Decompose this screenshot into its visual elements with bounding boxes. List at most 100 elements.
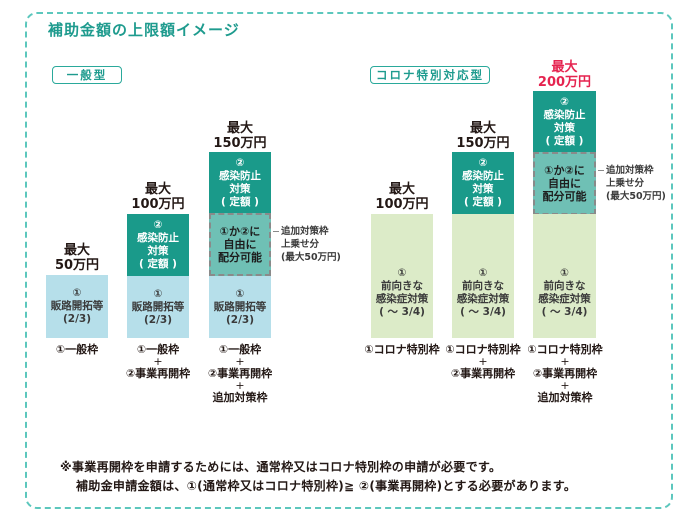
cap-amount: 100万円 [375,197,429,212]
plus-sign: + [153,355,163,368]
segment-line: 対策 [472,183,494,195]
segment-line: 前向きな [381,280,423,292]
corona-additional-note: 追加対策枠 上乗せ分 (最大50万円) [598,164,666,203]
note-line: 上乗せ分 [281,239,320,250]
segment-line: ( ～ 3/4) [541,306,588,318]
segment-line: ② [153,219,163,231]
segment-line: 対策 [229,182,251,195]
note-line: 追加対策枠 [606,165,654,176]
note-line: 追加対策枠 [281,226,329,237]
plus-sign: + [478,355,488,368]
note-line: (最大50万円) [606,191,666,202]
cap-amount: 100万円 [131,197,185,212]
plus-sign: + [235,355,245,368]
general-bar-1-base-segment: ① 販路開拓等 (2/3) [46,275,108,338]
segment-line: ② [478,157,488,169]
label-line: ①コロナ特別枠 [527,343,603,356]
segment-line: ① [478,267,488,279]
segment-line: ( ～ 3/4) [379,306,425,318]
corona-bar-2-label: ①コロナ特別枠 + ②事業再開枠 [433,343,533,380]
corona-bar-2-top-segment: ② 感染防止 対策 ( 定額 ) [452,152,514,214]
footnote-line-1: ※事業再開枠を申請するためには、通常枠又はコロナ特別枠の申請が必要です。 [60,460,502,474]
segment-line: ( 定額 ) [545,135,584,147]
cap-line: 最大 [226,121,253,136]
segment-line: 感染防止 [543,109,586,121]
segment-line: 感染症対策 [456,293,510,305]
segment-line: 配分可能 [218,251,262,264]
note-connector [273,231,279,232]
segment-line: 対策 [147,245,169,257]
segment-line: ( 定額 ) [139,258,177,270]
segment-line: 感染防止 [219,169,261,182]
segment-line: (2/3) [62,313,92,325]
general-bar-3-top-segment: ② 感染防止 対策 ( 定額 ) [209,152,271,213]
general-bar-2-base-segment: ① 販路開拓等 (2/3) [127,276,189,338]
label-line: ①一般枠 [136,343,180,356]
label-line: 追加対策枠 [537,391,593,404]
corona-bar-3-label: ①コロナ特別枠 + ②事業再開枠 + 追加対策枠 [515,343,615,404]
general-bar-3-cap: 最大 150万円 [209,121,271,151]
general-type-badge: 一般型 [52,66,122,84]
general-bar-2-label: ①一般枠 + ②事業再開枠 [112,343,204,380]
segment-line: 感染防止 [462,170,504,182]
general-bar-3-label: ①一般枠 + ②事業再開枠 + 追加対策枠 [194,343,286,404]
label-line: ②事業再開枠 [207,367,273,380]
cap-line: 最大 [469,121,496,136]
segment-line: 感染症対策 [375,293,429,305]
segment-line: 販路開拓等 [213,300,267,313]
corona-type-badge: コロナ特別対応型 [370,66,490,84]
label-line: ①一般枠 [55,343,99,356]
segment-line: ② [235,156,245,169]
note-connector [598,170,604,171]
cap-line: 最大 [388,182,415,197]
plus-sign: + [235,379,245,392]
segment-line: ①か②に [544,164,585,177]
segment-line: 自由に [223,238,257,251]
general-bar-2-top-segment: ② 感染防止 対策 ( 定額 ) [127,214,189,276]
corona-bar-1-base-segment: ① 前向きな 感染症対策 ( ～ 3/4) [371,214,433,338]
diagram-frame [25,12,673,509]
general-bar-1-label: ①一般枠 [36,343,118,356]
segment-line: 自由に [548,177,581,190]
corona-bar-1-label: ①コロナ特別枠 [352,343,452,356]
general-bar-2-cap: 最大 100万円 [127,182,189,212]
general-additional-note: 追加対策枠 上乗せ分 (最大50万円) [273,225,341,264]
segment-line: ② [560,96,569,108]
corona-bar-3-cap: 最大 200万円 [533,60,596,90]
diagram-title: 補助金額の上限額イメージ [48,21,240,39]
cap-amount: 150万円 [213,136,267,151]
segment-line: 販路開拓等 [131,300,185,313]
segment-line: ( ～ 3/4) [460,306,506,318]
cap-amount: 50万円 [54,258,100,273]
label-line: ①コロナ特別枠 [364,343,440,356]
segment-line: ① [397,267,407,279]
cap-amount: 150万円 [456,136,510,151]
plus-sign: + [560,379,570,392]
label-line: ②事業再開枠 [450,367,516,380]
corona-bar-3-base-segment: ① 前向きな 感染症対策 ( ～ 3/4) [533,214,596,338]
segment-line: ①か②に [219,225,261,238]
label-line: ①一般枠 [218,343,262,356]
note-line: (最大50万円) [281,252,341,263]
segment-line: 販路開拓等 [50,300,104,312]
label-line: ②事業再開枠 [532,367,598,380]
segment-line: ( 定額 ) [221,195,259,208]
cap-line: 最大 [144,182,171,197]
label-line: ②事業再開枠 [125,367,191,380]
corona-bar-3-top-segment: ② 感染防止 対策 ( 定額 ) [533,91,596,153]
cap-line: 最大 [551,60,578,75]
label-line: ①コロナ特別枠 [445,343,521,356]
segment-line: (2/3) [143,313,173,326]
note-line: 上乗せ分 [606,178,645,189]
segment-line: 前向きな [462,280,504,292]
corona-bar-2-base-segment: ① 前向きな 感染症対策 ( ～ 3/4) [452,214,514,338]
segment-line: ( 定額 ) [464,196,502,208]
segment-line: ① [560,267,569,279]
segment-line: 対策 [554,122,575,134]
plus-sign: + [560,355,570,368]
segment-line: (2/3) [225,313,255,326]
label-line: 追加対策枠 [212,391,268,404]
segment-line: ① [153,287,163,300]
corona-bar-2-cap: 最大 150万円 [452,121,514,151]
general-bar-3-flex-segment: ①か②に 自由に 配分可能 [209,213,271,276]
